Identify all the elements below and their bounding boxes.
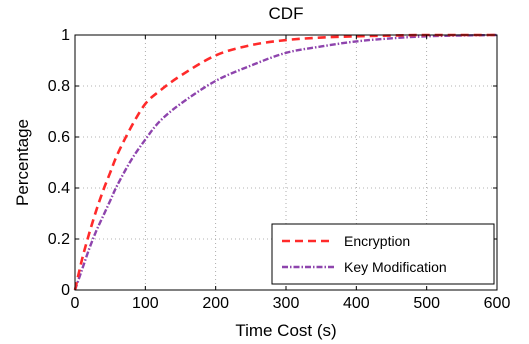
y-tick-label: 0.6 bbox=[48, 129, 70, 146]
axis-ticks: 0 100 200 300 400 500 600 0 0.2 0.4 0.6 0.8 1 bbox=[48, 27, 511, 312]
series-line-1 bbox=[73, 33, 498, 291]
y-tick-label: 1 bbox=[61, 27, 70, 44]
x-tick-label: 400 bbox=[343, 295, 370, 312]
series-line-0 bbox=[73, 33, 497, 291]
legend: Encryption Key Modification bbox=[271, 223, 495, 285]
x-tick-label: 0 bbox=[71, 295, 80, 312]
x-tick-label: 300 bbox=[273, 295, 300, 312]
x-axis-label: Time Cost (s) bbox=[235, 321, 336, 340]
legend-entry-0: Encryption bbox=[344, 233, 410, 249]
x-tick-label: 500 bbox=[413, 295, 440, 312]
y-tick-label: 0 bbox=[61, 282, 70, 299]
x-tick-label: 600 bbox=[484, 295, 511, 312]
series-layer bbox=[73, 33, 498, 291]
y-tick-label: 0.4 bbox=[48, 180, 70, 197]
chart-title: CDF bbox=[269, 4, 304, 23]
legend-entry-1: Key Modification bbox=[344, 259, 447, 275]
legend-box bbox=[271, 223, 495, 285]
x-tick-label: 200 bbox=[202, 295, 229, 312]
y-axis-label: Percentage bbox=[13, 119, 32, 206]
y-tick-label: 0.2 bbox=[48, 231, 70, 248]
y-tick-label: 0.8 bbox=[48, 78, 70, 95]
x-tick-label: 100 bbox=[132, 295, 159, 312]
